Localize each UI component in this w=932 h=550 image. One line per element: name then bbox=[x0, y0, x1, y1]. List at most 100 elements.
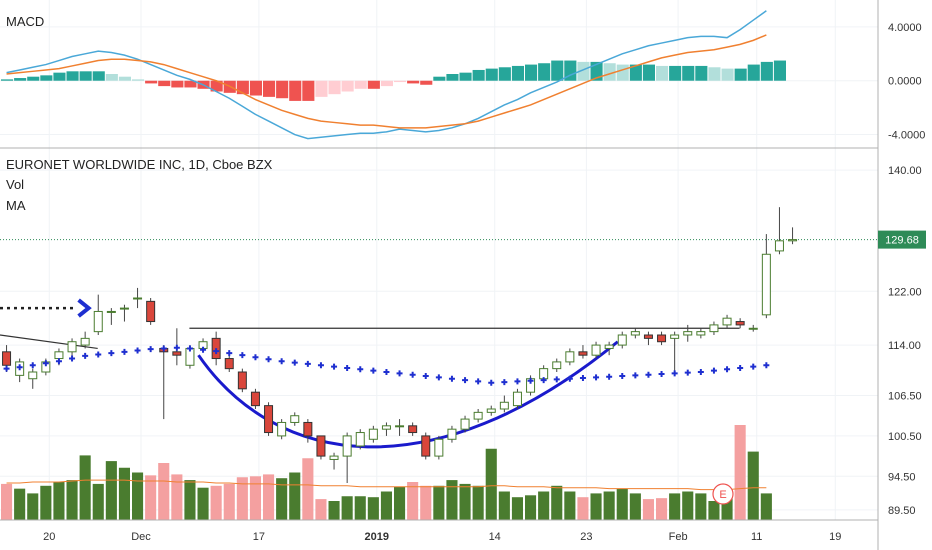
volume-bar bbox=[669, 493, 681, 520]
candle-body bbox=[578, 351, 588, 356]
candle-body bbox=[421, 435, 431, 457]
macd-histogram-bar bbox=[276, 80, 289, 99]
candle-body bbox=[499, 401, 509, 410]
candle-body bbox=[250, 391, 260, 407]
volume-bar bbox=[14, 488, 26, 520]
candle-body bbox=[119, 307, 129, 310]
macd-histogram-bar bbox=[446, 74, 459, 81]
volume-bar bbox=[407, 482, 419, 520]
macd-histogram-bar bbox=[669, 65, 682, 81]
earnings-badge[interactable]: E bbox=[712, 483, 734, 505]
macd-histogram-bar bbox=[132, 79, 145, 81]
candle-body bbox=[657, 334, 667, 343]
sar-marker bbox=[488, 379, 495, 386]
sar-marker bbox=[317, 362, 324, 369]
sar-marker bbox=[108, 350, 115, 357]
sar-marker bbox=[540, 377, 547, 384]
candle-body bbox=[67, 341, 77, 353]
price-tick-label: 122.00 bbox=[888, 286, 922, 298]
cup-curve bbox=[197, 340, 619, 449]
earnings-badge-circle[interactable] bbox=[712, 483, 734, 505]
macd-histogram-bar bbox=[158, 80, 171, 87]
time-tick-label: Feb bbox=[669, 531, 688, 543]
macd-tick-label: 4.0000 bbox=[888, 22, 922, 34]
sar-marker bbox=[409, 371, 416, 378]
volume-bar bbox=[367, 497, 379, 520]
volume-bar bbox=[1, 483, 13, 520]
candle-body bbox=[670, 334, 680, 339]
sar-marker bbox=[750, 363, 757, 370]
price-title: EURONET WORLDWIDE INC, 1D, Cboe BZX bbox=[6, 157, 273, 172]
macd-histogram-bar bbox=[40, 75, 53, 81]
volume-bar bbox=[236, 477, 248, 520]
macd-histogram-bar bbox=[721, 68, 734, 81]
macd-histogram-bar bbox=[407, 80, 420, 84]
volume-bar bbox=[616, 488, 628, 520]
sar-marker bbox=[82, 352, 89, 359]
macd-histogram-bar bbox=[367, 80, 380, 89]
price-tick-label: 114.00 bbox=[888, 340, 921, 352]
macd-histogram-bar bbox=[682, 65, 695, 81]
volume-bar bbox=[394, 486, 406, 520]
volume-bar bbox=[145, 475, 157, 520]
last-price-label: 129.68 bbox=[885, 235, 919, 247]
candle-body bbox=[709, 324, 719, 333]
volume-bar bbox=[66, 480, 78, 520]
candle-body bbox=[80, 337, 90, 346]
candle-body bbox=[28, 371, 38, 380]
macd-histogram-bar bbox=[53, 72, 66, 81]
price-tick-label: 89.50 bbox=[888, 505, 916, 517]
volume-bar bbox=[656, 498, 668, 520]
macd-histogram-bar bbox=[760, 61, 773, 81]
macd-histogram-bar bbox=[629, 64, 642, 81]
volume-bar bbox=[734, 425, 746, 520]
volume-bar bbox=[223, 483, 235, 520]
macd-histogram-bar bbox=[66, 71, 79, 81]
time-tick-label: 11 bbox=[751, 531, 762, 543]
time-tick-label: 17 bbox=[253, 531, 265, 543]
macd-histogram-bar bbox=[525, 64, 538, 81]
macd-histogram-bar bbox=[354, 80, 367, 89]
macd-histogram-bar bbox=[734, 68, 747, 81]
volume-bar bbox=[603, 491, 615, 520]
sar-marker bbox=[684, 369, 691, 376]
candle-body bbox=[722, 317, 732, 326]
candle-body bbox=[617, 334, 627, 346]
macd-histogram-bar bbox=[420, 80, 433, 85]
candle-body bbox=[146, 300, 156, 323]
macd-histogram-bar bbox=[472, 69, 485, 81]
earnings-badge-label[interactable]: E bbox=[719, 489, 726, 501]
macd-histogram-bar bbox=[1, 79, 14, 81]
sar-marker bbox=[645, 371, 652, 378]
volume-bar bbox=[538, 491, 550, 520]
candle-body bbox=[54, 351, 64, 360]
sar-marker bbox=[697, 369, 704, 375]
macd-histogram-bar bbox=[773, 60, 786, 81]
volume-bar bbox=[210, 485, 222, 520]
candle-body bbox=[735, 321, 745, 326]
sar-marker bbox=[344, 364, 351, 371]
sar-marker bbox=[658, 371, 665, 378]
macd-title: MACD bbox=[6, 14, 44, 29]
volume-bar bbox=[459, 483, 471, 520]
volume-bar bbox=[564, 491, 576, 520]
macd-histogram-bar bbox=[236, 80, 249, 95]
sar-marker bbox=[579, 375, 586, 382]
sar-marker bbox=[160, 345, 167, 352]
candle-body bbox=[748, 327, 758, 330]
candle-body bbox=[591, 344, 601, 356]
sar-marker bbox=[186, 345, 193, 352]
volume-bar bbox=[498, 491, 510, 520]
candle-body bbox=[473, 411, 483, 420]
macd-histogram-bar bbox=[498, 67, 511, 81]
volume-bar bbox=[380, 491, 392, 520]
volume-bar bbox=[682, 491, 694, 520]
macd-panel bbox=[1, 10, 786, 140]
candle-body bbox=[552, 361, 562, 370]
macd-histogram-bar bbox=[145, 80, 158, 84]
macd-histogram-bar bbox=[302, 80, 315, 101]
candle-body bbox=[381, 425, 391, 430]
macd-histogram-bar bbox=[656, 65, 669, 81]
candle-body bbox=[683, 331, 693, 336]
